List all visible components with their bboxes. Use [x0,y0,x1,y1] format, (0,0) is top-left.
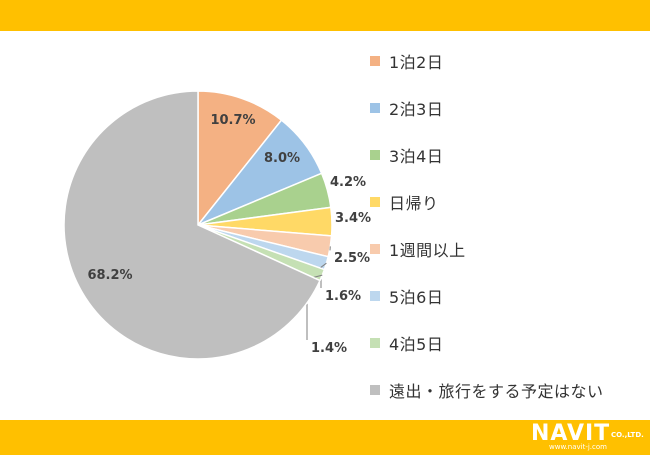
data-label-6: 1.6% [325,289,361,304]
top-band [0,0,650,31]
leader-line-6 [320,262,327,288]
legend-item-5: 1週間以上 [370,238,466,260]
legend-item-6: 5泊6日 [370,285,443,307]
legend-item-7: 4泊5日 [370,332,443,354]
logo-suffix-text: CO.,LTD. [611,431,644,439]
data-label-4: 3.4% [335,211,371,226]
legend-swatch-3 [370,150,380,160]
legend-item-4: 日帰り [370,191,439,213]
data-label-7: 1.4% [311,341,347,356]
data-label-2: 8.0% [264,151,300,166]
legend-label-5: 1週間以上 [389,241,466,260]
bottom-band [0,420,650,455]
legend-label-3: 3泊4日 [389,147,444,166]
logo-main-text: NAVIT [531,421,611,446]
navit-logo: NAVIT CO.,LTD. www.navit-j.com [531,422,645,452]
legend-swatch-2 [370,103,380,113]
legend-swatch-1 [370,56,380,66]
legend-label-1: 1泊2日 [389,53,444,72]
legend-item-3: 3泊4日 [370,144,443,166]
data-label-8: 68.2% [87,268,132,283]
pie-slice-8 [63,90,321,360]
legend-label-7: 4泊5日 [389,335,444,354]
legend-swatch-6 [370,291,380,301]
data-label-1: 10.7% [210,113,255,128]
legend-swatch-5 [370,244,380,254]
pie-chart: 10.7% 8.0% 4.2% 3.4% 2.5% 1.6% 1.4% 68.2% [63,90,371,360]
legend-item-8: 遠出・旅行をする予定はない [370,379,604,401]
pie-slice-1 [197,90,283,228]
legend-label-4: 日帰り [389,194,439,213]
data-label-5: 2.5% [334,251,370,266]
legend-item-1: 1泊2日 [370,50,443,72]
legend-item-2: 2泊3日 [370,97,443,119]
logo-url-text: www.navit-j.com [549,443,607,451]
legend-swatch-8 [370,385,380,395]
legend-label-6: 5泊6日 [389,288,444,307]
legend-label-2: 2泊3日 [389,100,444,119]
data-label-3: 4.2% [330,175,366,190]
legend-swatch-7 [370,338,380,348]
legend-swatch-4 [370,197,380,207]
legend-label-8: 遠出・旅行をする予定はない [389,382,604,401]
